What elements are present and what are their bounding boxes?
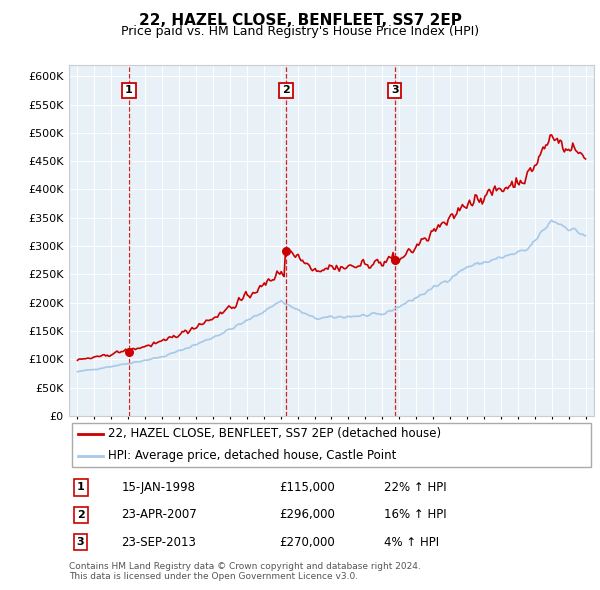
FancyBboxPatch shape: [71, 422, 592, 467]
Text: 3: 3: [77, 537, 85, 547]
Text: 22, HAZEL CLOSE, BENFLEET, SS7 2EP (detached house): 22, HAZEL CLOSE, BENFLEET, SS7 2EP (deta…: [109, 427, 442, 440]
Text: 1: 1: [77, 483, 85, 493]
Text: HPI: Average price, detached house, Castle Point: HPI: Average price, detached house, Cast…: [109, 450, 397, 463]
Text: £270,000: £270,000: [279, 536, 335, 549]
Text: 1: 1: [125, 86, 133, 96]
Text: 2: 2: [282, 86, 290, 96]
Text: £296,000: £296,000: [279, 508, 335, 522]
Text: 23-SEP-2013: 23-SEP-2013: [121, 536, 196, 549]
Text: 2: 2: [77, 510, 85, 520]
Text: 23-APR-2007: 23-APR-2007: [121, 508, 197, 522]
Text: 4% ↑ HPI: 4% ↑ HPI: [384, 536, 439, 549]
Text: £115,000: £115,000: [279, 481, 335, 494]
Text: 22, HAZEL CLOSE, BENFLEET, SS7 2EP: 22, HAZEL CLOSE, BENFLEET, SS7 2EP: [139, 13, 461, 28]
Text: This data is licensed under the Open Government Licence v3.0.: This data is licensed under the Open Gov…: [69, 572, 358, 581]
Text: 16% ↑ HPI: 16% ↑ HPI: [384, 508, 446, 522]
Text: 3: 3: [391, 86, 398, 96]
Text: Contains HM Land Registry data © Crown copyright and database right 2024.: Contains HM Land Registry data © Crown c…: [69, 562, 421, 571]
Text: 22% ↑ HPI: 22% ↑ HPI: [384, 481, 446, 494]
Text: 15-JAN-1998: 15-JAN-1998: [121, 481, 196, 494]
Text: Price paid vs. HM Land Registry's House Price Index (HPI): Price paid vs. HM Land Registry's House …: [121, 25, 479, 38]
